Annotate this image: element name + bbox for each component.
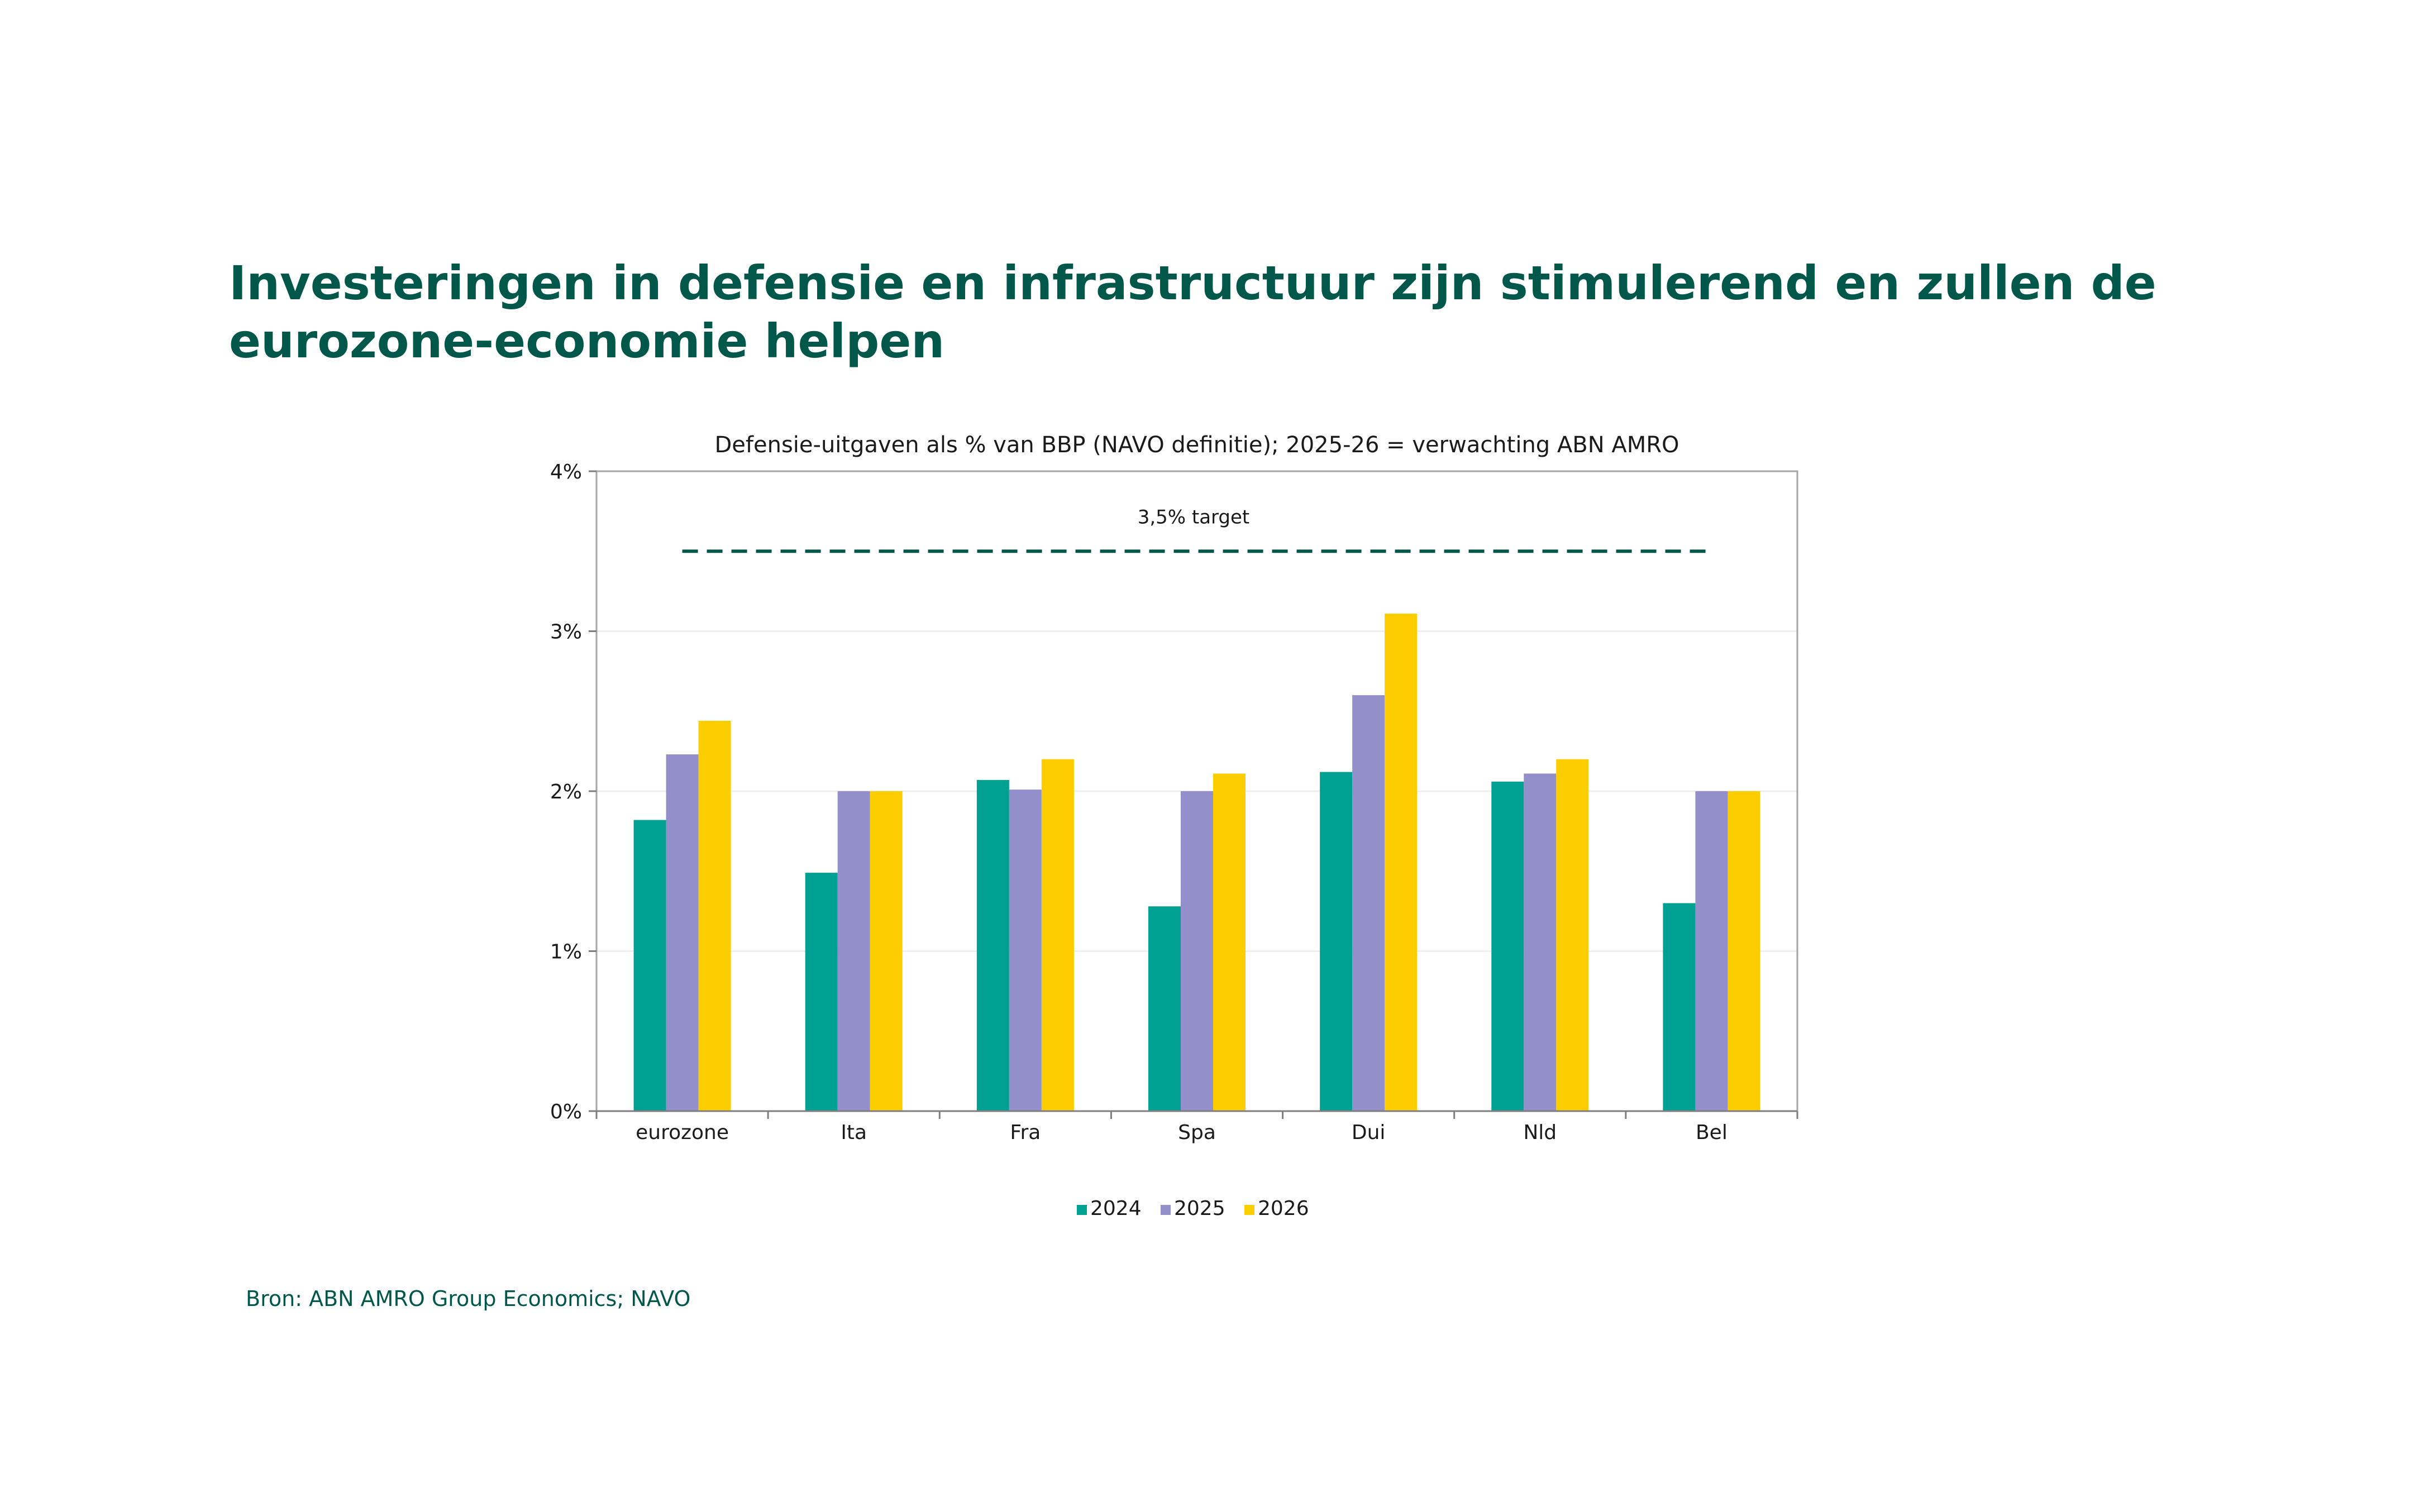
- bar-Fra-2025: [1009, 790, 1042, 1111]
- bar-Bel-2025: [1695, 791, 1728, 1111]
- bar-Nld-2025: [1524, 773, 1557, 1111]
- x-tick-label: Dui: [1352, 1121, 1386, 1144]
- bar-Nld-2024: [1491, 781, 1524, 1111]
- page-title: Investeringen in defensie en infrastruct…: [229, 256, 2156, 369]
- x-tick-label: Bel: [1696, 1121, 1728, 1144]
- bar-Dui-2025: [1352, 695, 1385, 1111]
- legend-label-2026: 2026: [1258, 1197, 1309, 1220]
- legend-swatch-2026: [1244, 1205, 1254, 1215]
- source-note: Bron: ABN AMRO Group Economics; NAVO: [246, 1286, 691, 1311]
- legend-swatch-2025: [1161, 1205, 1171, 1215]
- legend-swatch-2024: [1077, 1205, 1087, 1215]
- bar-Spa-2024: [1148, 906, 1181, 1111]
- bar-Fra-2026: [1041, 759, 1074, 1111]
- bar-Spa-2026: [1213, 773, 1246, 1111]
- bar-Ita-2025: [837, 791, 870, 1111]
- chart-title: Defensie-uitgaven als % van BBP (NAVO de…: [715, 432, 1679, 458]
- legend: 2024 2025 2026: [1077, 1197, 1309, 1220]
- y-tick-label: 4%: [550, 461, 582, 484]
- bar-eurozone-2025: [666, 754, 699, 1111]
- bar-Bel-2026: [1728, 791, 1760, 1111]
- bar-Spa-2025: [1181, 791, 1213, 1111]
- bar-Nld-2026: [1556, 759, 1589, 1111]
- bar-Bel-2024: [1663, 903, 1696, 1111]
- bar-Ita-2024: [805, 873, 838, 1111]
- x-tick-label: Ita: [841, 1121, 867, 1144]
- bar-eurozone-2026: [698, 720, 731, 1111]
- legend-label-2025: 2025: [1174, 1197, 1225, 1220]
- x-tick-label: eurozone: [636, 1121, 729, 1144]
- legend-label-2024: 2024: [1090, 1197, 1142, 1220]
- y-tick-label: 2%: [550, 781, 582, 803]
- bar-eurozone-2024: [633, 820, 666, 1111]
- bars: [633, 613, 1760, 1111]
- axes: 0% 1% 2% 3% 4% eurozone Ita Fra Spa Dui Nld Bel: [550, 461, 1798, 1144]
- bar-Dui-2026: [1385, 613, 1418, 1111]
- bar-Dui-2024: [1320, 772, 1353, 1111]
- x-tick-label: Nld: [1523, 1121, 1557, 1144]
- x-tick-label: Fra: [1010, 1121, 1041, 1144]
- bar-Ita-2026: [870, 791, 903, 1111]
- y-tick-label: 0%: [550, 1100, 582, 1123]
- y-tick-label: 1%: [550, 941, 582, 964]
- target-line-group: 3,5% target: [682, 506, 1712, 553]
- x-tick-label: Spa: [1178, 1121, 1216, 1144]
- bar-Fra-2024: [976, 779, 1009, 1111]
- y-tick-label: 3%: [550, 621, 582, 644]
- target-label: 3,5% target: [1138, 506, 1250, 528]
